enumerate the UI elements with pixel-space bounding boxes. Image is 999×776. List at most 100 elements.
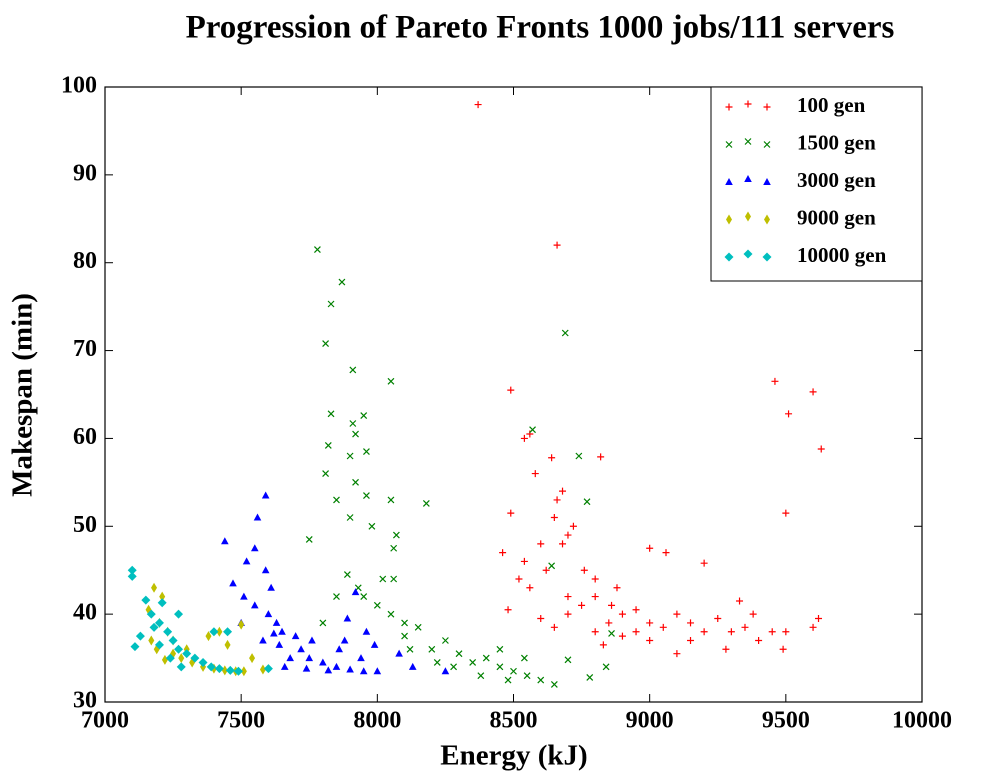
- point: [687, 637, 695, 644]
- point: [564, 610, 572, 618]
- point: [149, 622, 159, 632]
- point: [387, 496, 395, 504]
- point: [578, 601, 586, 609]
- y-tick-label: 50: [73, 512, 97, 538]
- point: [477, 672, 485, 680]
- point: [755, 637, 763, 644]
- point: [455, 650, 463, 658]
- point: [174, 609, 184, 619]
- point: [368, 522, 376, 530]
- legend-box: [710, 86, 923, 282]
- point: [548, 562, 556, 570]
- point: [346, 514, 354, 521]
- point: [259, 636, 267, 644]
- legend-marker: [725, 103, 733, 111]
- point: [559, 487, 567, 495]
- point: [360, 593, 368, 600]
- point: [673, 650, 681, 658]
- y-axis-label: Makespan (min): [7, 293, 39, 497]
- point: [343, 614, 352, 622]
- point: [450, 663, 458, 671]
- point: [809, 388, 817, 396]
- point: [390, 575, 398, 583]
- legend-marker: [764, 214, 770, 225]
- point: [141, 595, 151, 605]
- point: [327, 300, 335, 308]
- point: [291, 632, 300, 640]
- legend-marker: [743, 249, 753, 259]
- chart-title: Progression of Pareto Fronts 1000 jobs/1…: [186, 10, 895, 46]
- point: [261, 491, 270, 499]
- point: [779, 645, 787, 653]
- point: [482, 654, 490, 662]
- point: [159, 591, 166, 602]
- point: [324, 666, 333, 674]
- y-tick-label: 80: [73, 248, 97, 274]
- point: [406, 645, 414, 653]
- point: [602, 663, 610, 671]
- x-tick-label: 7000: [81, 708, 129, 734]
- point: [632, 628, 640, 636]
- x-tick-label: 9500: [762, 708, 810, 734]
- point: [322, 470, 330, 477]
- point: [154, 618, 164, 628]
- point: [608, 601, 616, 609]
- point: [168, 636, 178, 645]
- point: [127, 571, 137, 581]
- point: [771, 377, 779, 385]
- point: [433, 659, 441, 666]
- point: [379, 575, 387, 583]
- legend-label: 9000 gen: [797, 205, 876, 229]
- point: [205, 631, 212, 642]
- point: [537, 540, 545, 548]
- point: [646, 637, 654, 644]
- point: [349, 420, 357, 427]
- point: [618, 610, 626, 618]
- point: [305, 654, 314, 662]
- point: [561, 329, 569, 337]
- legend-marker: [725, 141, 733, 148]
- point: [408, 662, 417, 670]
- point: [553, 241, 561, 249]
- point: [313, 246, 321, 253]
- point: [324, 442, 332, 449]
- point: [529, 426, 536, 434]
- point: [632, 606, 640, 614]
- point: [209, 627, 219, 637]
- point: [250, 544, 259, 552]
- legend-marker: [724, 252, 734, 262]
- point: [135, 631, 145, 641]
- point: [305, 536, 313, 543]
- point: [263, 664, 273, 674]
- point: [613, 584, 621, 592]
- point: [261, 566, 270, 574]
- point: [333, 496, 340, 504]
- point: [216, 626, 223, 637]
- point: [360, 412, 368, 420]
- y-tick-label: 30: [73, 688, 97, 714]
- point: [163, 627, 173, 637]
- point: [687, 619, 695, 627]
- point: [387, 610, 395, 618]
- point: [504, 606, 512, 614]
- point: [146, 609, 156, 619]
- point: [161, 654, 168, 665]
- point: [373, 667, 382, 675]
- point: [749, 610, 757, 618]
- point: [499, 549, 507, 557]
- point: [363, 492, 370, 499]
- point: [154, 640, 164, 650]
- point: [550, 514, 558, 521]
- point: [319, 658, 327, 666]
- point: [223, 627, 233, 637]
- point: [597, 453, 605, 461]
- legend-label: 3000 gen: [797, 168, 876, 192]
- point: [553, 496, 561, 504]
- point: [240, 666, 247, 677]
- point: [190, 653, 200, 663]
- y-tick-label: 90: [73, 160, 97, 186]
- point: [338, 278, 346, 286]
- point: [206, 662, 216, 672]
- point: [176, 662, 186, 672]
- legend-marker: [744, 100, 752, 108]
